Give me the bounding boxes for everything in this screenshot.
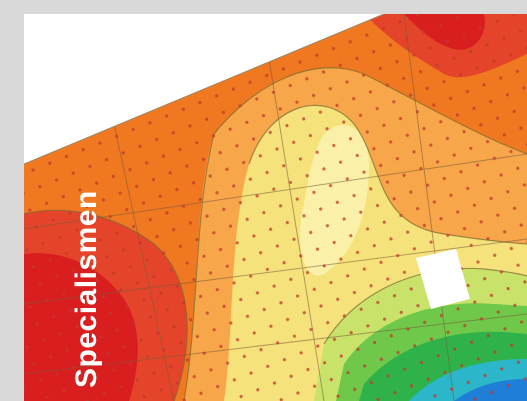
stress-contour-image bbox=[24, 14, 527, 401]
slab-opening bbox=[416, 249, 470, 309]
slab-edge bbox=[24, 14, 385, 165]
contour-fill-group bbox=[24, 14, 527, 401]
triangle-logo-icon bbox=[26, 16, 112, 94]
contour-plot-panel bbox=[24, 14, 527, 401]
section-title: Specialismen bbox=[70, 190, 103, 388]
